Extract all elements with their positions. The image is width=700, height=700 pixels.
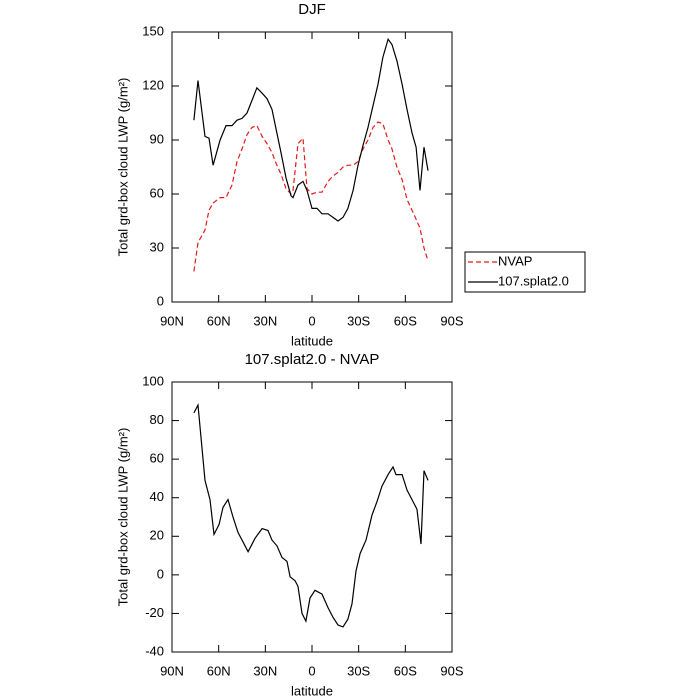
x-tick-label: 90N [160, 313, 184, 328]
series-line [193, 121, 429, 272]
legend-label: NVAP [498, 253, 532, 268]
x-axis-label: latitude [291, 683, 333, 698]
x-tick-label: 0 [308, 313, 315, 328]
x-tick-label: 0 [308, 663, 315, 678]
series-line [193, 403, 429, 628]
x-tick-label: 90S [440, 663, 463, 678]
y-axis-label: Total grd-box cloud LWP (g/m²) [115, 428, 130, 607]
series-line [193, 37, 429, 222]
x-tick-label: 90N [160, 663, 184, 678]
x-tick-label: 30N [253, 663, 277, 678]
legend-box [464, 251, 586, 293]
x-tick-label: 30N [253, 313, 277, 328]
y-tick-label: 60 [150, 451, 164, 466]
y-axis-label: Total grd-box cloud LWP (g/m²) [115, 78, 130, 257]
y-tick-label: -40 [145, 643, 164, 658]
y-tick-label: 60 [150, 185, 164, 200]
plot-frame [171, 381, 453, 653]
y-tick-label: 0 [157, 566, 164, 581]
x-axis-label: latitude [291, 333, 333, 348]
chart-title: 107.splat2.0 - NVAP [245, 351, 380, 368]
legend-label: 107.splat2.0 [498, 273, 569, 288]
x-tick-label: 60S [394, 313, 417, 328]
y-tick-label: 120 [142, 77, 164, 92]
x-tick-label: 30S [347, 313, 370, 328]
y-tick-label: 80 [150, 412, 164, 427]
y-tick-label: 100 [142, 373, 164, 388]
y-tick-label: 20 [150, 528, 164, 543]
y-tick-label: 30 [150, 239, 164, 254]
x-tick-label: 60N [207, 313, 231, 328]
x-tick-label: 90S [440, 313, 463, 328]
y-tick-label: 150 [142, 23, 164, 38]
plot-frame [171, 31, 453, 303]
y-tick-label: 40 [150, 489, 164, 504]
chart-title: DJF [298, 1, 326, 18]
y-tick-label: -20 [145, 605, 164, 620]
x-tick-label: 60N [207, 663, 231, 678]
y-tick-label: 90 [150, 131, 164, 146]
x-tick-label: 60S [394, 663, 417, 678]
x-tick-label: 30S [347, 663, 370, 678]
y-tick-label: 0 [157, 293, 164, 308]
